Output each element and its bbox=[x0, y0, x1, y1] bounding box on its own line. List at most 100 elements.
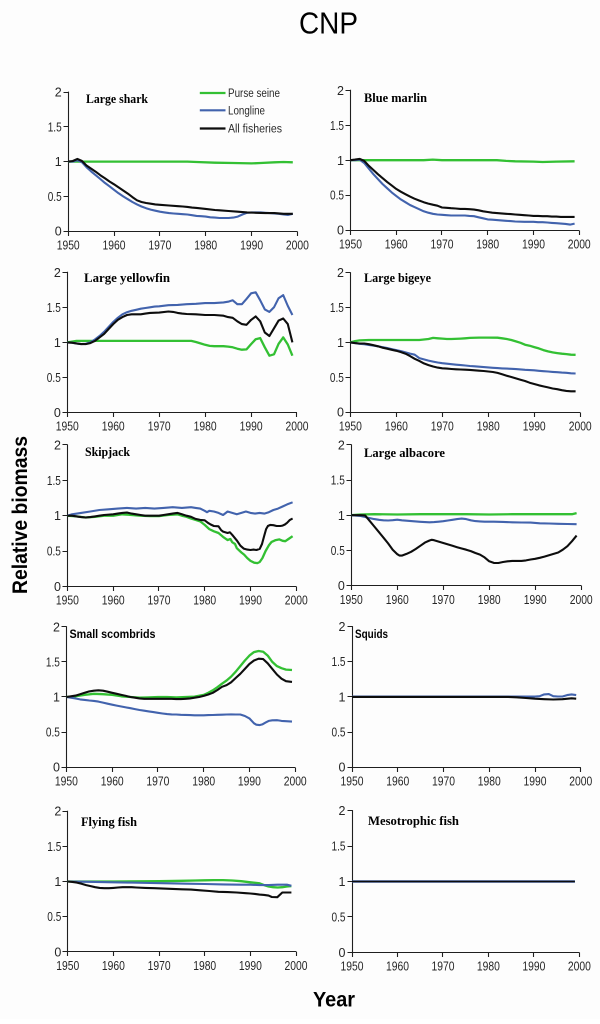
svg-text:1990: 1990 bbox=[523, 420, 546, 434]
svg-text:1.5: 1.5 bbox=[47, 840, 61, 854]
svg-text:0: 0 bbox=[338, 579, 345, 593]
svg-text:Flying fish: Flying fish bbox=[81, 814, 138, 829]
svg-text:1.5: 1.5 bbox=[47, 301, 61, 315]
svg-text:1.5: 1.5 bbox=[332, 840, 346, 854]
svg-text:1980: 1980 bbox=[194, 239, 217, 253]
svg-text:1: 1 bbox=[54, 509, 61, 523]
svg-text:1950: 1950 bbox=[56, 420, 79, 434]
svg-text:1980: 1980 bbox=[478, 775, 501, 789]
svg-text:1990: 1990 bbox=[239, 959, 262, 973]
svg-text:1.5: 1.5 bbox=[330, 301, 344, 315]
svg-text:1960: 1960 bbox=[385, 420, 408, 434]
svg-text:1970: 1970 bbox=[146, 775, 169, 789]
svg-text:Squids: Squids bbox=[355, 627, 388, 641]
svg-text:1980: 1980 bbox=[192, 775, 215, 789]
svg-text:1990: 1990 bbox=[522, 238, 545, 252]
svg-text:1990: 1990 bbox=[524, 593, 547, 607]
svg-text:2000: 2000 bbox=[568, 238, 591, 252]
svg-text:Year: Year bbox=[313, 989, 355, 1012]
svg-text:2000: 2000 bbox=[568, 960, 591, 974]
svg-text:Purse seine: Purse seine bbox=[228, 88, 280, 100]
svg-text:0.5: 0.5 bbox=[48, 190, 62, 204]
svg-text:Large yellowfin: Large yellowfin bbox=[84, 270, 171, 285]
svg-text:1970: 1970 bbox=[431, 420, 454, 434]
svg-text:1: 1 bbox=[339, 875, 346, 889]
svg-text:0.5: 0.5 bbox=[47, 910, 61, 924]
svg-text:1.5: 1.5 bbox=[331, 474, 345, 488]
svg-text:1950: 1950 bbox=[57, 239, 80, 253]
svg-text:1970: 1970 bbox=[148, 420, 171, 434]
svg-text:1950: 1950 bbox=[56, 959, 79, 973]
svg-text:2000: 2000 bbox=[285, 594, 308, 608]
svg-text:1990: 1990 bbox=[239, 594, 262, 608]
svg-text:1990: 1990 bbox=[240, 239, 263, 253]
svg-text:1: 1 bbox=[337, 336, 344, 350]
svg-text:2: 2 bbox=[53, 620, 60, 634]
svg-text:Blue marlin: Blue marlin bbox=[364, 90, 428, 105]
svg-text:2: 2 bbox=[337, 266, 344, 280]
svg-text:1.5: 1.5 bbox=[332, 655, 346, 669]
svg-text:0.5: 0.5 bbox=[331, 544, 345, 558]
svg-text:2: 2 bbox=[338, 439, 345, 453]
svg-text:0.5: 0.5 bbox=[330, 189, 344, 203]
svg-text:1980: 1980 bbox=[194, 420, 217, 434]
svg-text:0: 0 bbox=[337, 224, 344, 238]
svg-text:1980: 1980 bbox=[193, 594, 216, 608]
svg-text:Large bigeye: Large bigeye bbox=[364, 270, 431, 285]
svg-text:2000: 2000 bbox=[569, 420, 592, 434]
svg-text:1970: 1970 bbox=[148, 959, 171, 973]
svg-text:1: 1 bbox=[55, 155, 62, 169]
svg-text:1950: 1950 bbox=[339, 420, 362, 434]
svg-text:1980: 1980 bbox=[477, 420, 500, 434]
svg-text:1980: 1980 bbox=[193, 959, 216, 973]
svg-text:0: 0 bbox=[54, 945, 61, 959]
svg-text:0: 0 bbox=[55, 225, 62, 239]
svg-text:1960: 1960 bbox=[101, 775, 124, 789]
svg-text:1: 1 bbox=[337, 154, 344, 168]
svg-text:1960: 1960 bbox=[102, 959, 125, 973]
svg-text:2: 2 bbox=[339, 620, 346, 634]
svg-text:2000: 2000 bbox=[285, 959, 308, 973]
svg-text:1.5: 1.5 bbox=[330, 119, 344, 133]
svg-text:1970: 1970 bbox=[432, 960, 455, 974]
svg-text:1960: 1960 bbox=[103, 239, 126, 253]
svg-text:1.5: 1.5 bbox=[48, 120, 62, 134]
svg-text:0: 0 bbox=[54, 406, 61, 420]
svg-text:1990: 1990 bbox=[524, 775, 547, 789]
svg-text:1970: 1970 bbox=[148, 594, 171, 608]
svg-text:1: 1 bbox=[338, 509, 345, 523]
svg-text:2000: 2000 bbox=[284, 775, 307, 789]
svg-text:0: 0 bbox=[54, 580, 61, 594]
svg-text:Large shark: Large shark bbox=[86, 91, 149, 106]
svg-text:Longline: Longline bbox=[228, 105, 265, 117]
svg-text:0.5: 0.5 bbox=[330, 371, 344, 385]
svg-text:1980: 1980 bbox=[476, 238, 499, 252]
svg-text:0.5: 0.5 bbox=[47, 371, 61, 385]
svg-text:0.5: 0.5 bbox=[46, 726, 60, 740]
svg-text:0.5: 0.5 bbox=[332, 910, 346, 924]
svg-text:2000: 2000 bbox=[570, 593, 593, 607]
svg-text:1: 1 bbox=[53, 691, 60, 705]
svg-text:0.5: 0.5 bbox=[332, 726, 346, 740]
svg-text:1: 1 bbox=[339, 690, 346, 704]
svg-text:CNP: CNP bbox=[299, 6, 358, 41]
svg-text:1990: 1990 bbox=[238, 775, 261, 789]
svg-text:0: 0 bbox=[339, 946, 346, 960]
svg-text:1990: 1990 bbox=[240, 420, 263, 434]
svg-text:Small scombrids: Small scombrids bbox=[70, 627, 156, 641]
svg-text:1950: 1950 bbox=[341, 775, 364, 789]
svg-text:1950: 1950 bbox=[56, 594, 79, 608]
svg-text:All fisheries: All fisheries bbox=[228, 124, 282, 136]
svg-text:0: 0 bbox=[339, 761, 346, 775]
svg-text:1970: 1970 bbox=[431, 238, 454, 252]
svg-text:1990: 1990 bbox=[522, 960, 545, 974]
svg-text:2000: 2000 bbox=[286, 420, 309, 434]
svg-text:2: 2 bbox=[54, 266, 61, 280]
svg-text:1950: 1950 bbox=[55, 775, 78, 789]
svg-text:1950: 1950 bbox=[341, 960, 364, 974]
svg-text:1960: 1960 bbox=[102, 420, 125, 434]
svg-text:1950: 1950 bbox=[339, 238, 362, 252]
svg-text:1960: 1960 bbox=[386, 593, 409, 607]
svg-text:1960: 1960 bbox=[386, 775, 409, 789]
svg-text:1960: 1960 bbox=[386, 960, 409, 974]
